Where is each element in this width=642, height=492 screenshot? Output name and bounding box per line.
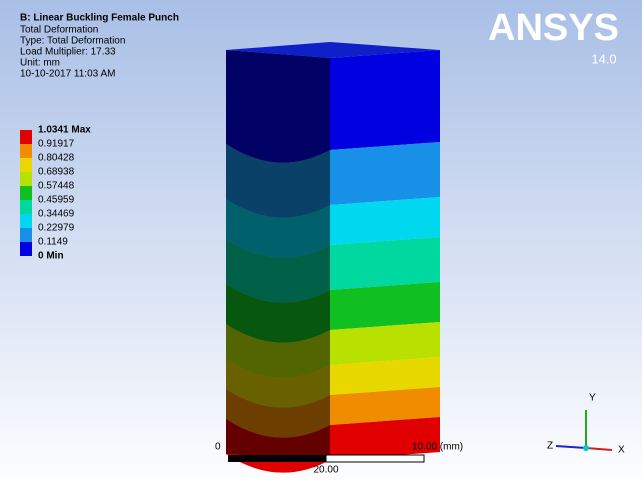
axis-label: X — [618, 445, 625, 456]
legend-swatch — [20, 242, 32, 256]
legend-label: 0.22979 — [38, 223, 75, 234]
legend-swatch — [20, 228, 32, 242]
legend-label: 0.34469 — [38, 209, 75, 220]
left-face-shade — [226, 50, 330, 460]
scale-bar — [228, 455, 326, 462]
legend-swatch — [20, 172, 32, 186]
axis-label: Z — [547, 441, 553, 452]
legend-label: 0.1149 — [38, 237, 68, 248]
legend-label: 0 Min — [38, 251, 64, 262]
title: B: Linear Buckling Female Punch — [20, 13, 179, 24]
info-line: Total Deformation — [20, 25, 98, 36]
model — [226, 42, 440, 473]
right-face-band — [330, 197, 440, 245]
legend-label: 0.57448 — [38, 181, 75, 192]
axis-label: Y — [589, 393, 596, 404]
legend-label: 1.0341 Max — [38, 125, 91, 136]
legend-swatch — [20, 144, 32, 158]
legend-swatch — [20, 158, 32, 172]
legend-label: 0.45959 — [38, 195, 75, 206]
info-line: Unit: mm — [20, 58, 60, 69]
scale-bar — [326, 455, 424, 462]
right-face-band — [330, 50, 440, 150]
scale-label: 20.00 — [313, 465, 338, 476]
logo: ANSYS — [488, 7, 619, 49]
scale-label: 0 — [215, 442, 221, 453]
right-face-band — [330, 142, 440, 205]
legend-label: 0.91917 — [38, 139, 75, 150]
info-line: Type: Total Deformation — [20, 36, 125, 47]
legend-swatch — [20, 130, 32, 144]
legend-swatch — [20, 214, 32, 228]
right-face-band — [330, 282, 440, 330]
info-line: 10-10-2017 11:03 AM — [20, 69, 115, 80]
legend-swatch — [20, 200, 32, 214]
legend-label: 0.68938 — [38, 167, 75, 178]
info-line: Load Multiplier: 17.33 — [20, 47, 116, 58]
viewport: B: Linear Buckling Female Punch Total De… — [0, 0, 642, 492]
legend-label: 0.80428 — [38, 153, 75, 164]
version: 14.0 — [591, 51, 616, 66]
right-face-band — [330, 237, 440, 290]
scale-label: 10.00 (mm) — [412, 442, 463, 453]
legend-swatch — [20, 186, 32, 200]
